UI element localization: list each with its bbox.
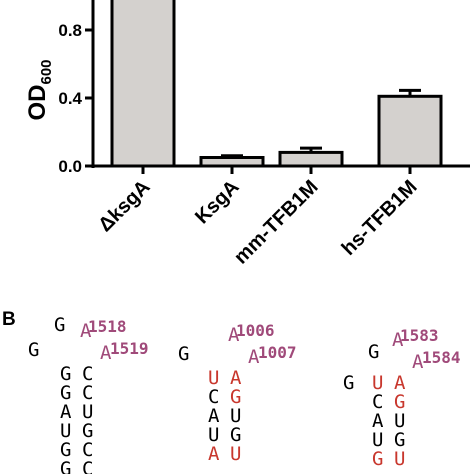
bar (377, 94, 443, 168)
stem-nucleotide-right: U (82, 401, 93, 423)
loop-nucleotide-a: A (412, 351, 424, 373)
stem-nucleotide-left: C (372, 391, 383, 413)
loop-nucleotide-a: A (80, 320, 92, 342)
stem-nucleotide-left: U (372, 372, 383, 394)
stem-nucleotide-right: G (230, 424, 241, 446)
rna-structures: GG AA15181519GGAUGGCCUGCCGAA10061007UCAUA… (28, 314, 461, 474)
stem-nucleotide-right: A (394, 372, 406, 394)
stem-nucleotide-right: G (82, 420, 93, 442)
stem-nucleotide-left: G (372, 448, 383, 470)
bar (110, 0, 176, 168)
stem-nucleotide-right: G (394, 429, 405, 451)
position-number: 1007 (258, 343, 297, 362)
y-tick-label: 0.8 (58, 21, 82, 40)
loop-nucleotide-a: A (228, 324, 240, 346)
stem-nucleotide-right: G (230, 386, 241, 408)
y-tick-label: 0.4 (58, 89, 82, 108)
loop-nucleotide-a: A (100, 342, 112, 364)
position-number: 1006 (236, 321, 275, 340)
stem-nucleotide-right: U (230, 443, 241, 465)
y-tick-label: 0.0 (58, 157, 82, 176)
stem-nucleotide-left: G (60, 382, 71, 404)
loop-nucleotide: G (343, 372, 354, 394)
position-number: 1584 (422, 348, 461, 367)
stem-nucleotide-left: C (208, 386, 219, 408)
stem-nucleotide-right: C (82, 458, 93, 474)
category-label: KsgA (191, 176, 243, 228)
stem-nucleotide-left: U (60, 420, 71, 442)
stem-nucleotide-right: A (230, 367, 242, 389)
stem-nucleotide-right: G (394, 391, 405, 413)
loop-nucleotide: G (54, 314, 65, 336)
loop-nucleotide: G (178, 343, 189, 365)
position-number: 1583 (400, 326, 439, 345)
position-number: 1519 (110, 339, 149, 358)
loop-nucleotide: G (28, 339, 39, 361)
stem-nucleotide-left: G (60, 439, 71, 461)
bars (110, 0, 443, 168)
loop-nucleotide: G (368, 341, 379, 363)
stem-nucleotide-left: A (372, 410, 384, 432)
y-axis-label-main: OD (24, 85, 51, 121)
panel-b-label: B (2, 309, 16, 330)
stem-nucleotide-right: U (394, 410, 405, 432)
stem-nucleotide-left: U (372, 429, 383, 451)
stem-nucleotide-left: U (208, 367, 219, 389)
stem-nucleotide-right: C (82, 363, 93, 385)
stem-nucleotide-left: G (60, 458, 71, 474)
y-axis-label-subscript: 600 (38, 59, 55, 84)
stem-nucleotide-right: C (82, 439, 93, 461)
y-axis-label: OD600 (24, 59, 55, 120)
bar (278, 150, 344, 168)
stem-nucleotide-left: A (208, 405, 220, 427)
stem-nucleotide-right: U (230, 405, 241, 427)
loop-nucleotide-a: A (392, 329, 404, 351)
position-number: 1518 (88, 317, 127, 336)
x-ticks (141, 166, 412, 174)
stem-nucleotide-left: U (208, 424, 219, 446)
stem-nucleotide-left: G (60, 363, 71, 385)
stem-nucleotide-right: C (82, 382, 93, 404)
stem-nucleotide-right: U (394, 448, 405, 470)
error-bars (221, 88, 421, 158)
category-label: mm-TFB1M (230, 176, 323, 269)
loop-nucleotide-a: A (248, 346, 260, 368)
panel-b-rna-structures: B GG AA15181519GGAUGGCCUGCCGAA10061007UCA… (2, 309, 461, 474)
stem-nucleotide-left: A (208, 443, 220, 465)
y-ticks: 0.0 0.4 0.8 (58, 21, 93, 176)
category-label: ΔksgA (94, 176, 154, 236)
stem-nucleotide-left: A (60, 401, 72, 423)
category-label: hs-TFB1M (338, 176, 422, 260)
